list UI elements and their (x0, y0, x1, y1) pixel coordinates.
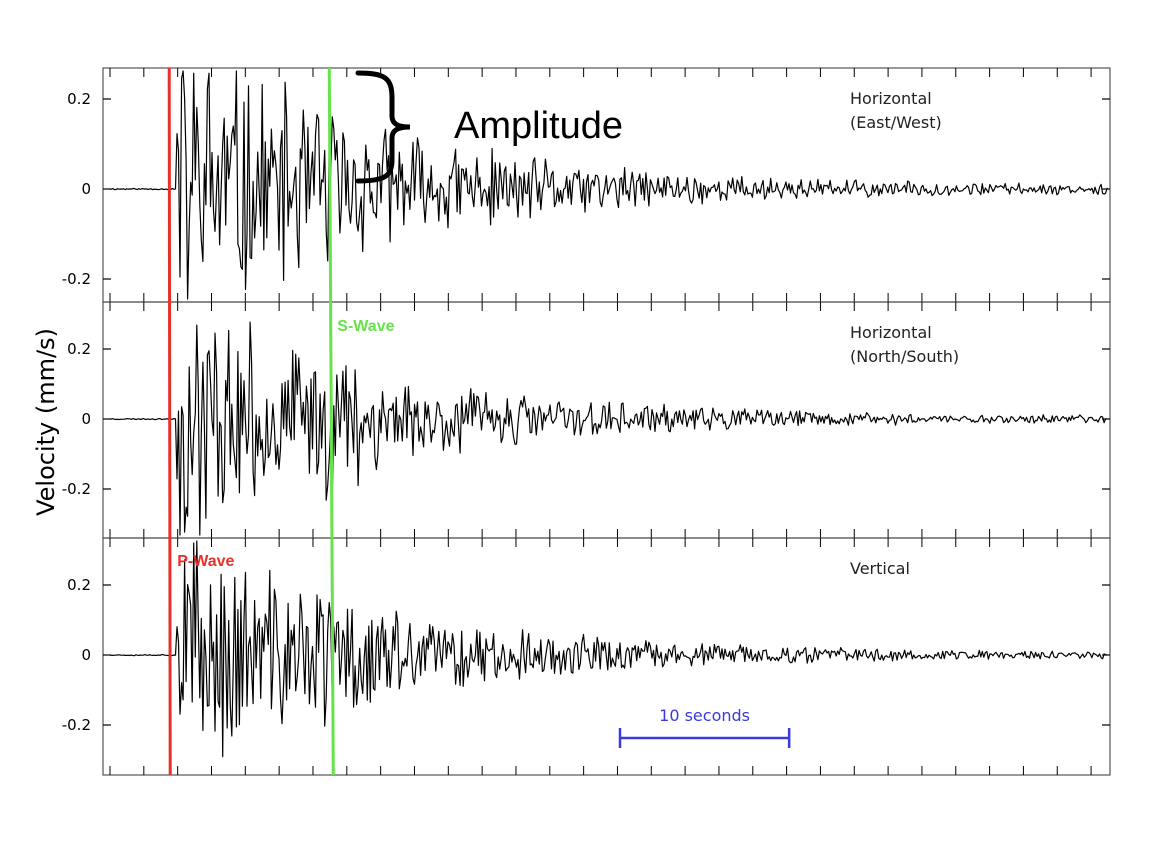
panel-2: 0.2 0 -0.2 Horizontal (North/South) (62, 301, 1111, 539)
y-tick-label: 0 (81, 646, 91, 664)
y-tick-label: -0.2 (62, 270, 91, 288)
amplitude-label: Amplitude (454, 105, 623, 147)
y-tick-label: 0 (81, 410, 91, 428)
p-wave-marker-line (167, 67, 172, 776)
panel-1: 0.2 0 -0.2 Horizontal (East/West) (62, 67, 1111, 303)
panel-label: (North/South) (850, 347, 959, 366)
panel-frame (102, 537, 1111, 776)
y-axis-label: Velocity (mm/s) (32, 328, 60, 516)
panel-label: (East/West) (850, 113, 942, 132)
y-tick-label: 0.2 (67, 90, 91, 108)
y-tick-label: 0.2 (67, 340, 91, 358)
amplitude-brace (355, 70, 411, 184)
p-wave-label: P-Wave (177, 553, 234, 570)
scale-bar: 10 seconds (618, 706, 791, 748)
panels-group: 0.2 0 -0.2 Horizontal (East/West) 0.2 0 -0.2 Hor… (62, 67, 1111, 776)
y-tick-label: -0.2 (62, 716, 91, 734)
s-wave-marker-line (327, 67, 335, 776)
velocity-trace (109, 540, 1108, 758)
panel-label: Horizontal (850, 323, 932, 342)
panel-3: 0.2 0 -0.2 Vertical (62, 537, 1111, 776)
y-tick-label: 0 (81, 180, 91, 198)
velocity-trace (109, 70, 1108, 300)
y-tick-label: -0.2 (62, 480, 91, 498)
s-wave-label: S-Wave (337, 318, 394, 335)
scale-bar-label: 10 seconds (659, 706, 750, 725)
panel-label: Horizontal (850, 89, 932, 108)
panel-label: Vertical (850, 559, 910, 578)
velocity-trace (109, 321, 1108, 536)
y-tick-label: 0.2 (67, 576, 91, 594)
